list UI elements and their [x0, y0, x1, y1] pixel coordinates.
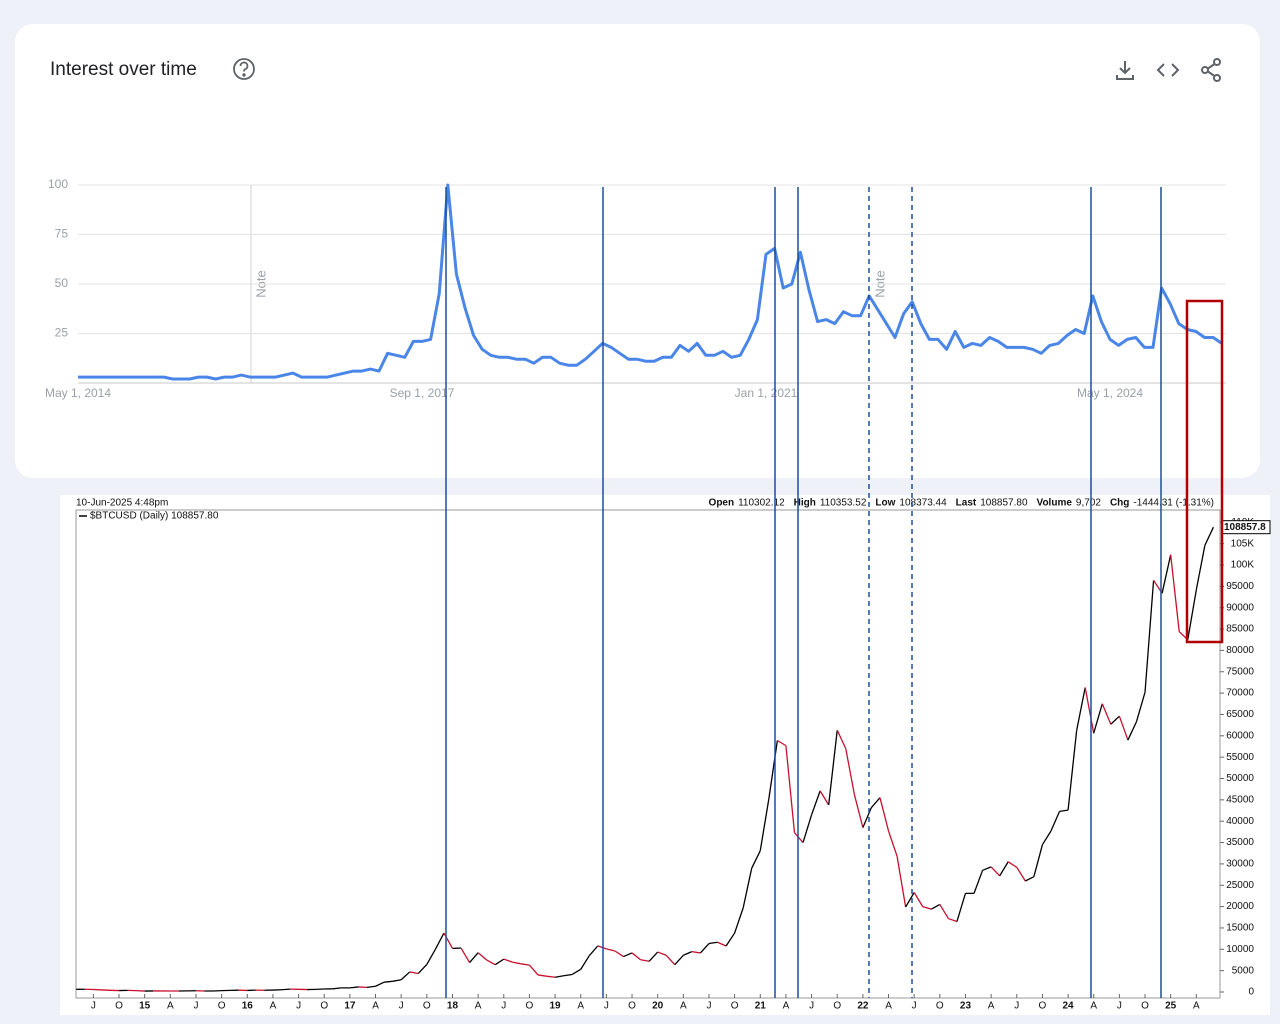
x-tick-label: O: [833, 1001, 841, 1012]
y-tick-label: 15000: [1226, 923, 1254, 934]
stat-label: Volume: [1037, 498, 1073, 509]
x-tick-label: O: [115, 1001, 123, 1012]
x-tick-label: A: [577, 1001, 584, 1012]
x-tick-label: 25: [1165, 1001, 1177, 1012]
x-tick-label: J: [1014, 1001, 1019, 1012]
stat-value: 110302.12: [738, 498, 785, 509]
price-segment: [384, 981, 393, 982]
x-tick-label: 21: [755, 1001, 767, 1012]
y-tick-label: 30000: [1226, 859, 1254, 870]
x-tick-label: J: [604, 1001, 609, 1012]
x-tick-label: A: [372, 1001, 379, 1012]
y-tick-label: 70000: [1226, 688, 1254, 699]
y-tick-label: 95000: [1226, 581, 1254, 592]
y-tick-label: 100K: [1231, 560, 1255, 571]
y-tick-label: 25: [55, 326, 69, 340]
stat-label: Open: [709, 498, 735, 509]
x-tick-label: O: [936, 1001, 944, 1012]
x-tick-label: 22: [857, 1001, 869, 1012]
x-tick-label: May 1, 2014: [45, 386, 111, 400]
x-tick-label: 20: [652, 1001, 664, 1012]
y-tick-label: 0: [1248, 987, 1254, 998]
y-tick-label: 105K: [1231, 538, 1255, 549]
x-tick-label: 24: [1063, 1001, 1075, 1012]
y-tick-label: 80000: [1226, 645, 1254, 656]
x-tick-label: J: [296, 1001, 301, 1012]
stat-value: 110353.52: [820, 498, 867, 509]
x-tick-label: J: [809, 1001, 814, 1012]
x-tick-label: J: [501, 1001, 506, 1012]
x-tick-label: J: [91, 1001, 96, 1012]
legend-label: $BTCUSD (Daily) 108857.80: [90, 511, 219, 522]
stat-value: -1444.31 (-1.31%): [1133, 498, 1214, 509]
x-tick-label: J: [1117, 1001, 1122, 1012]
x-tick-label: J: [399, 1001, 404, 1012]
x-tick-label: 19: [550, 1001, 562, 1012]
y-tick-label: 50: [55, 276, 69, 290]
x-tick-label: A: [270, 1001, 277, 1012]
x-tick-label: Sep 1, 2017: [390, 386, 455, 400]
y-tick-label: 75000: [1226, 666, 1254, 677]
y-tick-label: 65000: [1226, 709, 1254, 720]
x-tick-label: A: [885, 1001, 892, 1012]
x-tick-label: A: [783, 1001, 790, 1012]
x-tick-label: Jan 1, 2021: [735, 386, 798, 400]
y-tick-label: 40000: [1226, 816, 1254, 827]
x-tick-label: J: [706, 1001, 711, 1012]
x-tick-label: 15: [139, 1001, 151, 1012]
x-tick-label: May 1, 2024: [1077, 386, 1143, 400]
y-tick-label: 75: [55, 227, 69, 241]
y-tick-label: 55000: [1226, 752, 1254, 763]
trends-card: [15, 24, 1260, 478]
y-tick-label: 10000: [1226, 944, 1254, 955]
x-tick-label: O: [423, 1001, 431, 1012]
stat-value: 108857.80: [980, 498, 1028, 509]
x-tick-label: A: [1193, 1001, 1200, 1012]
y-tick-label: 5000: [1232, 965, 1255, 976]
y-tick-label: 60000: [1226, 730, 1254, 741]
y-tick-label: 50000: [1226, 773, 1254, 784]
price-segment: [281, 989, 290, 990]
y-tick-label: 25000: [1226, 880, 1254, 891]
stat-label: Last: [956, 498, 977, 509]
last-price-label: 108857.8: [1224, 522, 1266, 533]
stat-value: 9,702: [1076, 498, 1101, 509]
x-tick-label: A: [988, 1001, 995, 1012]
x-tick-label: 16: [242, 1001, 254, 1012]
x-tick-label: 23: [960, 1001, 972, 1012]
x-tick-label: O: [1141, 1001, 1149, 1012]
price-panel: [60, 495, 1270, 1015]
x-tick-label: A: [1090, 1001, 1097, 1012]
x-tick-label: O: [1039, 1001, 1047, 1012]
y-tick-label: 35000: [1226, 837, 1254, 848]
x-tick-label: A: [680, 1001, 687, 1012]
x-tick-label: O: [320, 1001, 328, 1012]
stat-label: Chg: [1110, 498, 1129, 509]
x-tick-label: A: [475, 1001, 482, 1012]
x-tick-label: 17: [344, 1001, 356, 1012]
x-tick-label: O: [731, 1001, 739, 1012]
y-tick-label: 85000: [1226, 624, 1254, 635]
x-tick-label: J: [193, 1001, 198, 1012]
x-tick-label: O: [628, 1001, 636, 1012]
header-date: 10-Jun-2025 4:48pm: [76, 498, 168, 509]
x-tick-label: O: [218, 1001, 226, 1012]
stat-value: 108373.44: [899, 498, 947, 509]
stat-label: Low: [875, 498, 895, 509]
y-tick-label: 90000: [1226, 602, 1254, 613]
y-tick-label: 100: [48, 177, 68, 191]
y-tick-label: 45000: [1226, 794, 1254, 805]
stat-label: High: [794, 498, 816, 509]
chart-title: Interest over time: [50, 59, 197, 80]
x-tick-label: J: [912, 1001, 917, 1012]
x-tick-label: 18: [447, 1001, 459, 1012]
y-tick-label: 20000: [1226, 901, 1254, 912]
x-tick-label: A: [167, 1001, 174, 1012]
x-tick-label: O: [526, 1001, 534, 1012]
